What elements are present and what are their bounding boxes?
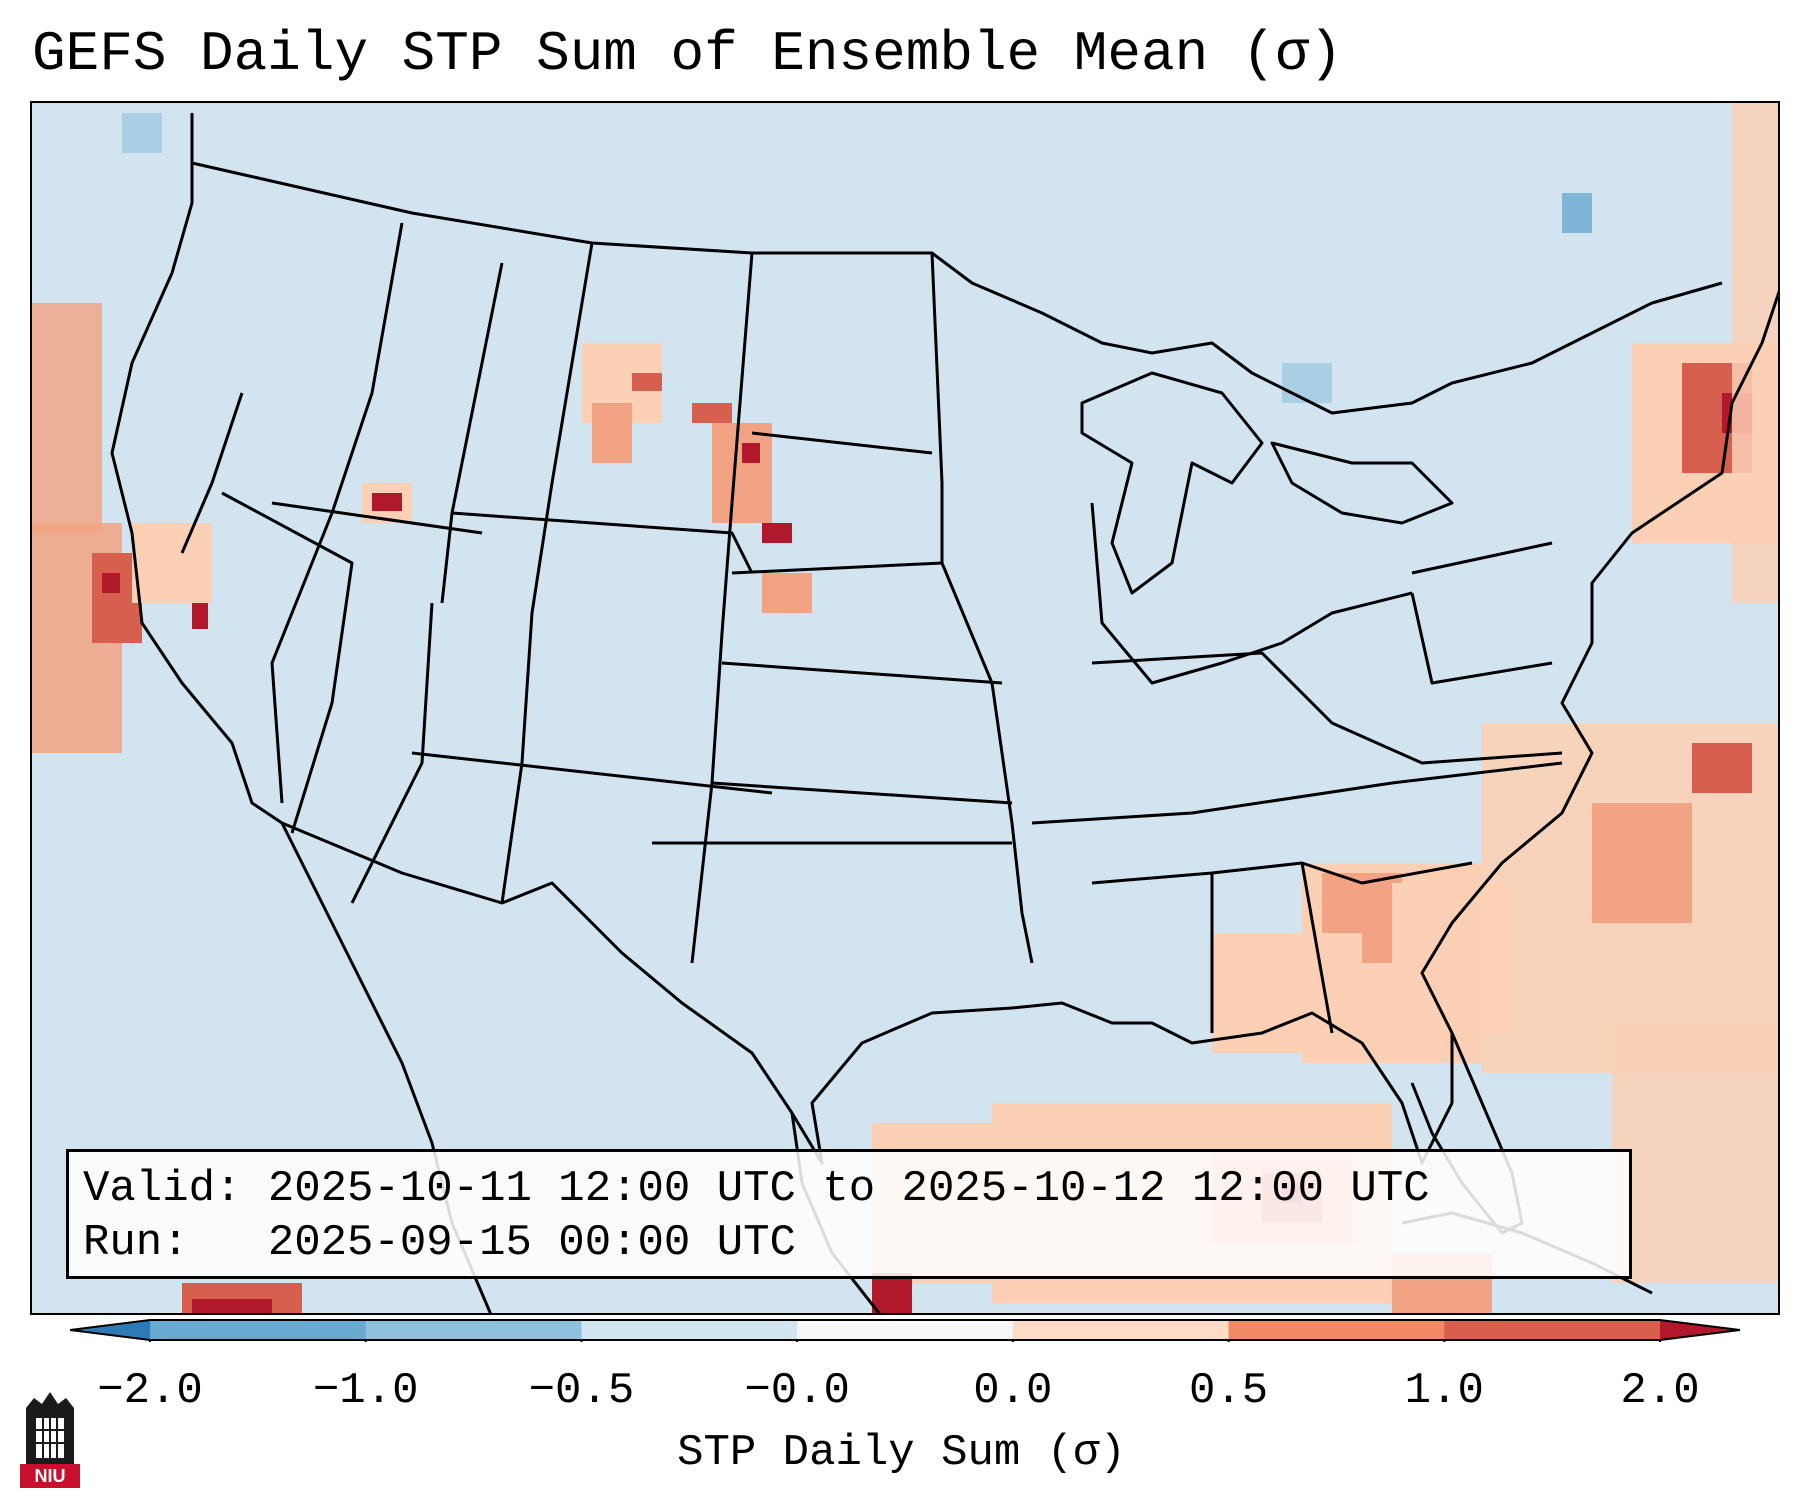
- colorbar-segment: [150, 1320, 367, 1340]
- colorbar-segment: [1012, 1320, 1230, 1340]
- state-lines-central: [271, 252, 1034, 964]
- tower-icon: [26, 1392, 74, 1464]
- patch-se-3: [1212, 933, 1362, 1053]
- conus-map: [32, 103, 1778, 1313]
- colorbar-segment: [797, 1320, 1014, 1340]
- colorbar-segment: [1444, 1320, 1661, 1340]
- great-lakes: [1080, 371, 1454, 595]
- patch-atlantic-3: [1692, 743, 1752, 793]
- patch-mt-4: [692, 403, 732, 423]
- colorbar-tick-label: −1.0: [312, 1366, 419, 1416]
- patch-ne-1: [762, 573, 812, 613]
- patch-ne-edge: [1732, 103, 1778, 603]
- colorbar-segment: [581, 1320, 798, 1340]
- anomaly-patches: [32, 103, 1778, 1313]
- colorbar: [70, 1319, 1741, 1342]
- patch-ca-cell: [102, 573, 120, 593]
- colorbar-label: STP Daily Sum (σ): [677, 1428, 1126, 1478]
- colorbar-tick-label: 0.5: [1188, 1366, 1269, 1416]
- chart-title: GEFS Daily STP Sum of Ensemble Mean (σ): [32, 22, 1343, 86]
- colorbar-tick-label: 0.0: [973, 1366, 1053, 1416]
- patch-sd-2: [742, 443, 760, 463]
- colorbar-segments: [70, 1320, 1740, 1342]
- patch-ca-light: [132, 523, 212, 603]
- patch-neg-2: [1562, 193, 1592, 233]
- canada-border: [191, 161, 1723, 415]
- colorbar-tick-label: −2.0: [97, 1366, 203, 1416]
- conus-outline: [110, 113, 1778, 1165]
- patch-pacific-nw: [32, 303, 102, 533]
- logo-text: NIU: [20, 1464, 80, 1488]
- colorbar-tick-label: −0.5: [528, 1366, 635, 1416]
- colorbar-outline: [70, 1319, 1741, 1341]
- patch-sd-1: [712, 423, 772, 523]
- patch-mt-2: [592, 403, 632, 463]
- state-lines-east: [1031, 502, 1563, 1034]
- info-box: Valid: 2025-10-11 12:00 UTC to 2025-10-1…: [66, 1149, 1632, 1279]
- niu-logo: NIU: [20, 1388, 80, 1488]
- colorbar-segment: [365, 1320, 582, 1340]
- colorbar-tick-label: −0.0: [744, 1366, 850, 1416]
- colorbar-segment: [1228, 1320, 1445, 1340]
- patch-bottom-mid: [872, 1273, 912, 1313]
- patch-idaho-core: [372, 493, 402, 511]
- valid-range: 2025-10-11 12:00 UTC to 2025-10-12 12:00…: [267, 1164, 1430, 1214]
- patch-neg-3: [1282, 363, 1332, 403]
- patch-atlantic-4: [1612, 1023, 1778, 1283]
- state-lines-west: [180, 222, 754, 964]
- valid-label: Valid:: [83, 1164, 242, 1214]
- patch-neg-1: [122, 113, 162, 153]
- run-time: 2025-09-15 00:00 UTC: [267, 1218, 796, 1268]
- patch-atlantic-2: [1592, 803, 1692, 923]
- colorbar-tick-label: 1.0: [1404, 1366, 1484, 1416]
- patch-mt-3: [632, 373, 662, 391]
- colorbar-extend-high: [1660, 1320, 1740, 1340]
- patch-bottom-left2: [192, 1299, 272, 1313]
- colorbar-extend-low: [70, 1320, 150, 1340]
- run-label: Run:: [83, 1218, 189, 1268]
- map-panel: [30, 101, 1780, 1315]
- colorbar-tick-label: 2.0: [1620, 1366, 1700, 1416]
- patch-sd-3: [762, 523, 792, 543]
